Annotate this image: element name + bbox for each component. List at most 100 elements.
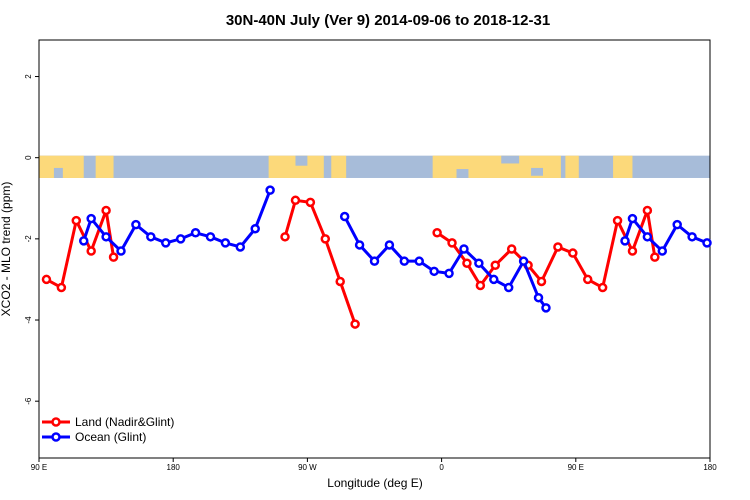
- data-point: [108, 252, 119, 262]
- map-water-1: [295, 155, 308, 166]
- data-point: [518, 256, 529, 266]
- data-point: [71, 215, 82, 226]
- data-point: [146, 232, 156, 242]
- series-land: [41, 195, 660, 329]
- data-point: [553, 242, 563, 252]
- plot-frame: [38, 39, 711, 459]
- data-point: [489, 274, 499, 285]
- data-point: [612, 215, 623, 226]
- map-land-6: [613, 155, 633, 178]
- data-point: [657, 246, 668, 256]
- map-water-0: [53, 167, 63, 178]
- data-point: [250, 223, 260, 234]
- data-point: [702, 238, 712, 248]
- data-point: [503, 282, 514, 293]
- data-point: [568, 248, 578, 258]
- data-point: [474, 258, 484, 268]
- data-point: [305, 197, 316, 208]
- data-point: [116, 246, 126, 256]
- legend-land-marker: [51, 417, 61, 427]
- data-point: [490, 260, 501, 270]
- y-tick-label: -6: [24, 397, 33, 405]
- data-point: [627, 246, 638, 256]
- data-point: [447, 238, 457, 248]
- data-point: [384, 240, 395, 250]
- data-point: [533, 292, 544, 303]
- map-land-3: [331, 155, 347, 178]
- data-point: [642, 232, 653, 242]
- legend-ocean-label: Ocean (Glint): [75, 430, 146, 444]
- y-axis-label: XCO2 - MLO trend (ppm): [0, 182, 13, 317]
- map-ocean: [39, 155, 710, 178]
- data-point: [131, 219, 141, 230]
- map-land-0: [39, 155, 84, 178]
- data-point: [444, 268, 454, 279]
- series-line: [436, 208, 657, 290]
- series-line: [283, 198, 357, 325]
- data-point: [459, 244, 469, 254]
- data-point: [290, 195, 301, 206]
- x-tick-label: 90 E: [568, 463, 584, 472]
- x-tick-label: 0: [439, 463, 444, 472]
- data-point: [235, 242, 246, 252]
- x-tick-label: 180: [167, 463, 181, 472]
- data-point: [190, 228, 201, 238]
- data-point: [320, 234, 331, 244]
- x-axis-label: Longitude (deg E): [327, 476, 422, 490]
- data-point: [78, 236, 89, 246]
- data-point: [582, 274, 593, 285]
- data-point: [369, 256, 380, 266]
- data-point: [350, 319, 360, 329]
- y-tick-label: -2: [24, 235, 33, 243]
- data-point: [399, 256, 410, 266]
- map-water-4: [531, 167, 543, 176]
- series-ocean: [78, 185, 712, 313]
- map-land-1: [95, 155, 114, 178]
- data-point: [265, 185, 275, 195]
- data-point: [627, 213, 638, 224]
- map-land-2: [268, 155, 324, 178]
- data-point: [101, 205, 111, 216]
- y-tick-label: -4: [24, 316, 33, 324]
- y-axis: 2 0 -2 -4 -6: [24, 74, 39, 405]
- y-tick-label: 0: [24, 155, 33, 160]
- legend-ocean-marker: [51, 432, 61, 442]
- data-point: [462, 258, 472, 268]
- data-point: [650, 252, 660, 262]
- data-point: [56, 282, 67, 293]
- data-point: [160, 238, 171, 248]
- data-point: [642, 205, 653, 216]
- data-point: [339, 211, 350, 222]
- data-point: [175, 234, 186, 244]
- legend-land-label: Land (Nadir&Glint): [75, 415, 174, 429]
- data-point: [429, 266, 439, 277]
- data-point: [86, 213, 96, 224]
- x-tick-label: 90 W: [298, 463, 317, 472]
- data-point: [335, 276, 345, 287]
- data-point: [205, 232, 216, 242]
- data-point: [597, 282, 608, 293]
- data-point: [86, 246, 96, 256]
- data-point: [354, 240, 365, 250]
- data-point: [280, 232, 290, 242]
- chart-title: 30N-40N July (Ver 9) 2014-09-06 to 2018-…: [226, 12, 550, 29]
- map-land-5: [565, 155, 579, 178]
- series-line: [82, 189, 272, 253]
- x-axis: 90 E 180 90 W 0 90 E 180: [31, 458, 717, 472]
- data-point: [672, 219, 682, 230]
- data-point: [41, 274, 52, 285]
- y-tick-label: 2: [24, 74, 33, 79]
- data-point: [536, 276, 547, 287]
- legend: Land (Nadir&Glint) Ocean (Glint): [42, 415, 174, 444]
- series-layer: [41, 185, 712, 329]
- x-tick-label: 180: [703, 463, 717, 472]
- map-water-2: [456, 169, 469, 178]
- data-point: [414, 256, 424, 266]
- data-point: [620, 236, 630, 246]
- data-point: [506, 244, 517, 254]
- data-point: [101, 232, 111, 242]
- data-point: [541, 303, 551, 313]
- x-tick-label: 90 E: [31, 463, 47, 472]
- data-point: [475, 280, 486, 291]
